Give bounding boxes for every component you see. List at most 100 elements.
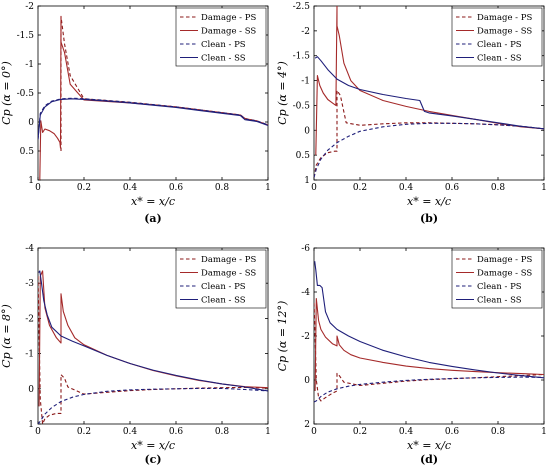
y-tick-label: 0 [304, 126, 310, 136]
legend-entry: Damage - PS [477, 13, 532, 23]
x-axis-label: x* = x/c [407, 439, 451, 452]
chart-panel-1: 0 0.2 0.4 0.6 0.8 1 -2 -1.5 -1 -0.5 0 0.5 1 Damage - … [0, 2, 271, 225]
x-tick-label: 0.8 [215, 183, 230, 193]
y-tick-label: -1 [301, 77, 310, 87]
y-tick-label: 0 [304, 376, 310, 386]
y-tick-label: -0.5 [293, 101, 311, 111]
legend-entry: Damage - SS [477, 27, 532, 37]
y-tick-label: -6 [301, 244, 310, 254]
legend: Damage - PS Damage - SS Clean - PS Clean - … [451, 249, 543, 309]
y-tick-label: 1 [28, 176, 34, 186]
y-axis-label: Cp (α = 12°) [276, 301, 289, 372]
plot-frame [37, 247, 269, 425]
x-axis-label: x* = x/c [131, 439, 175, 452]
legend-entry: Damage - SS [201, 269, 256, 279]
panel-label: (c) [144, 453, 161, 466]
series-line-clean-ps [314, 376, 544, 403]
x-tick-label: 1 [265, 183, 271, 193]
y-tick-label: 1 [28, 420, 34, 430]
legend-entry: Clean - SS [201, 296, 246, 306]
legend-entry: Damage - PS [477, 255, 532, 265]
legend: Damage - PS Damage - SS Clean - PS Clean - … [175, 7, 267, 67]
x-tick-label: 0.6 [445, 427, 460, 437]
series-line-clean-ps [314, 122, 544, 178]
series-line-damage-ps [314, 89, 544, 178]
y-axis-label: Cp (α = 0°) [0, 61, 13, 125]
x-tick-label: 0.2 [353, 183, 367, 193]
x-tick-label: 0.8 [491, 427, 506, 437]
y-tick-label: -4 [301, 288, 310, 298]
x-tick-label: 0 [35, 427, 41, 437]
y-tick-label: -1 [25, 350, 34, 360]
y-tick-label: 0.5 [296, 151, 311, 161]
x-tick-label: 0.8 [491, 183, 506, 193]
y-axis-label: Cp (α = 8°) [0, 304, 13, 368]
legend-box [451, 249, 543, 309]
x-tick-label: 1 [541, 427, 547, 437]
x-tick-label: 0.2 [353, 427, 367, 437]
legend-entry: Damage - PS [201, 13, 256, 23]
y-tick-label: 2 [304, 420, 310, 430]
x-axis-label: x* = x/c [407, 195, 451, 208]
legend-box [175, 249, 267, 309]
series-line-clean-ss [314, 56, 544, 130]
x-tick-label: 0.6 [169, 183, 184, 193]
legend-entry: Clean - SS [477, 296, 522, 306]
panel-label: (a) [144, 212, 162, 225]
series-line-clean-ss [314, 261, 544, 379]
y-tick-label: 1 [304, 176, 310, 186]
y-tick-label: -2 [301, 332, 310, 342]
y-tick-label: -1 [25, 60, 34, 70]
legend-entry: Damage - SS [477, 269, 532, 279]
legend-entry: Clean - PS [477, 282, 522, 292]
y-axis-label: Cp (α = 4°) [276, 61, 289, 125]
x-tick-label: 1 [541, 183, 547, 193]
x-axis-label: x* = x/c [131, 195, 175, 208]
x-tick-label: 0 [311, 427, 317, 437]
legend-entry: Clean - PS [201, 40, 246, 50]
legend-entry: Clean - PS [201, 282, 246, 292]
y-tick-label: -2 [25, 314, 34, 324]
x-tick-label: 0.4 [399, 427, 414, 437]
x-tick-label: 0.2 [77, 183, 91, 193]
y-tick-label: -1.5 [17, 31, 35, 41]
plot-frame [313, 5, 545, 181]
series-line-damage-ss [314, 298, 544, 392]
x-tick-label: 0.6 [445, 183, 460, 193]
legend-entry: Damage - PS [201, 255, 256, 265]
series-line-clean-ss [38, 98, 268, 140]
series-group [38, 15, 268, 180]
y-tick-label: 0 [28, 385, 34, 395]
x-tick-label: 0.4 [399, 183, 414, 193]
legend: Damage - PS Damage - SS Clean - PS Clean - … [451, 7, 543, 67]
y-tick-label: -4 [25, 244, 34, 254]
x-tick-label: 0.4 [123, 183, 138, 193]
legend-entry: Clean - PS [477, 40, 522, 50]
x-tick-label: 0 [311, 183, 317, 193]
y-tick-label: 0 [28, 118, 34, 128]
series-line-damage-ss [39, 15, 268, 180]
legend: Damage - PS Damage - SS Clean - PS Clean - … [175, 249, 267, 309]
legend-entry: Clean - SS [201, 54, 246, 64]
series-line-clean-ps [38, 97, 268, 140]
series-line-clean-ps [38, 387, 268, 424]
x-tick-label: 1 [265, 427, 271, 437]
x-tick-label: 0 [35, 183, 41, 193]
x-tick-label: 0.8 [215, 427, 230, 437]
panel-label: (d) [420, 453, 438, 466]
series-group [314, 6, 544, 178]
y-tick-label: -1.5 [293, 52, 311, 62]
chart-panel-2: 0 0.2 0.4 0.6 0.8 1 -2.5 -2 -1.5 -1 -0.5 0 0.5 1 Damag… [276, 2, 547, 225]
x-tick-label: 0.2 [77, 427, 91, 437]
series-group [38, 270, 268, 424]
series-line-damage-ps [38, 276, 268, 424]
y-tick-label: -2 [301, 27, 310, 37]
x-tick-label: 0.6 [169, 427, 184, 437]
y-tick-label: 0.5 [20, 147, 35, 157]
y-tick-label: -2 [25, 2, 34, 12]
series-line-clean-ss [38, 270, 268, 392]
series-group [314, 261, 544, 403]
legend-box [451, 7, 543, 67]
